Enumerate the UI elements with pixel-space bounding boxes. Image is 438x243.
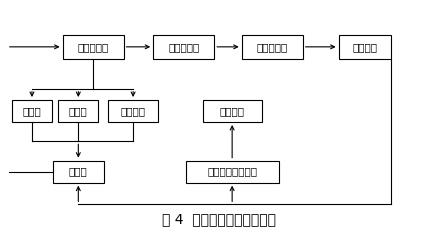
FancyBboxPatch shape — [108, 100, 158, 122]
Text: 检测传感器: 检测传感器 — [168, 42, 199, 52]
Text: 排料活门开闭机构: 排料活门开闭机构 — [207, 167, 257, 177]
FancyBboxPatch shape — [12, 100, 52, 122]
Text: 停止给料: 停止给料 — [120, 106, 145, 116]
FancyBboxPatch shape — [202, 100, 261, 122]
Text: 给料机: 给料机 — [69, 167, 88, 177]
FancyBboxPatch shape — [185, 161, 278, 183]
FancyBboxPatch shape — [58, 100, 98, 122]
FancyBboxPatch shape — [62, 35, 124, 59]
FancyBboxPatch shape — [153, 35, 214, 59]
Text: 电子放大器: 电子放大器 — [256, 42, 287, 52]
FancyBboxPatch shape — [53, 161, 103, 183]
Text: 排放物品: 排放物品 — [219, 106, 244, 116]
Text: 图 4  称量定量检测控制装置: 图 4 称量定量检测控制装置 — [162, 212, 276, 226]
Text: 称检控规板: 称检控规板 — [77, 42, 109, 52]
FancyBboxPatch shape — [338, 35, 390, 59]
Text: 粗加料: 粗加料 — [22, 106, 41, 116]
Text: 细加料: 细加料 — [69, 106, 88, 116]
Text: 控制系统: 控制系统 — [352, 42, 377, 52]
FancyBboxPatch shape — [241, 35, 302, 59]
